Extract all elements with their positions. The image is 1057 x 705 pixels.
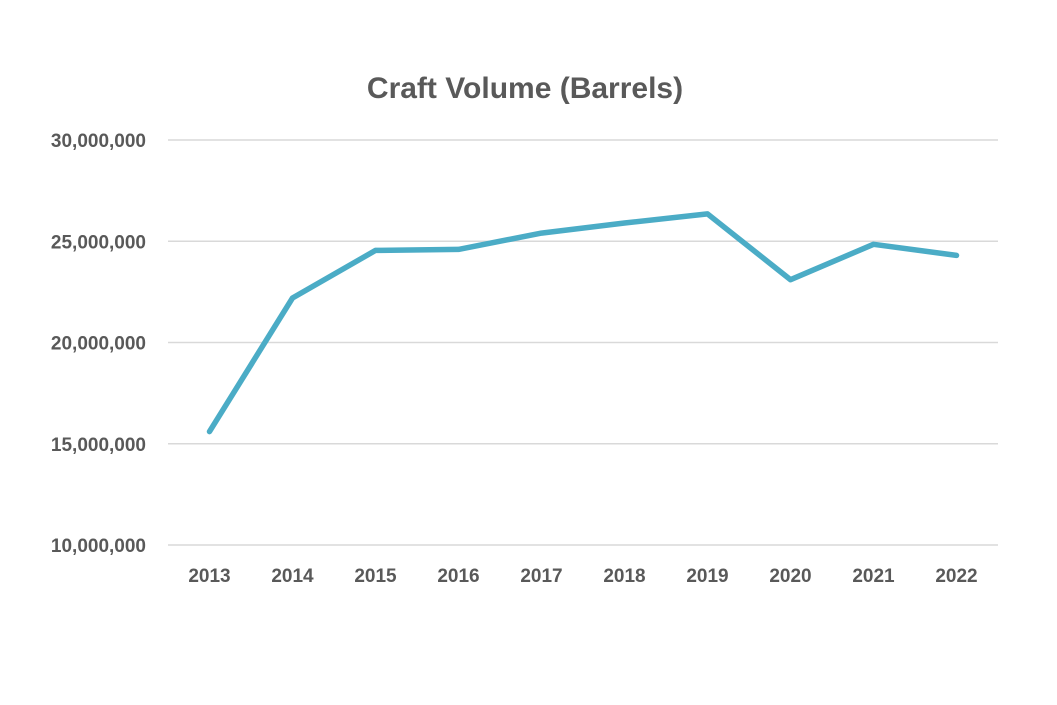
gridlines bbox=[168, 139, 998, 546]
x-tick-label: 2015 bbox=[354, 566, 397, 587]
y-tick-label: 15,000,000 bbox=[51, 435, 146, 456]
chart-title: Craft Volume (Barrels) bbox=[367, 72, 683, 105]
x-tick-label: 2014 bbox=[271, 566, 314, 587]
y-tick-label: 25,000,000 bbox=[51, 232, 146, 253]
series-layer bbox=[206, 211, 960, 435]
x-tick-label: 2020 bbox=[769, 566, 811, 587]
y-tick-label: 30,000,000 bbox=[51, 131, 146, 152]
x-tick-label: 2016 bbox=[437, 566, 479, 587]
x-tick-label: 2013 bbox=[188, 566, 230, 587]
x-axis: 2013 2014 2015 2016 2017 2018 2019 2020 2021 2022 bbox=[188, 566, 977, 587]
x-tick-label: 2021 bbox=[852, 566, 895, 587]
x-tick-label: 2018 bbox=[603, 566, 645, 587]
x-tick-label: 2017 bbox=[520, 566, 562, 587]
x-tick-label: 2019 bbox=[686, 566, 728, 587]
series-line bbox=[206, 211, 960, 435]
y-tick-label: 20,000,000 bbox=[51, 334, 146, 355]
y-tick-label: 10,000,000 bbox=[51, 536, 146, 557]
x-tick-label: 2022 bbox=[935, 566, 977, 587]
y-axis: 10,000,000 15,000,000 20,000,000 25,000,000… bbox=[51, 131, 146, 557]
